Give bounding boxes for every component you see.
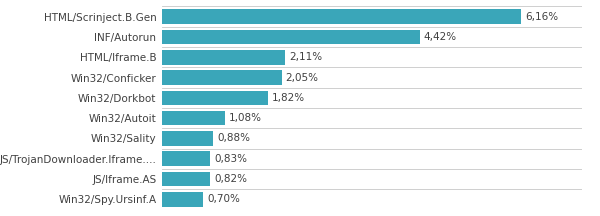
Text: 0,88%: 0,88% — [217, 133, 250, 143]
Bar — [162, 192, 203, 207]
Text: 0,82%: 0,82% — [214, 174, 247, 184]
Bar — [162, 151, 211, 166]
Text: 0,70%: 0,70% — [207, 194, 240, 204]
Bar — [162, 30, 420, 44]
Bar — [162, 111, 225, 125]
Bar — [162, 172, 210, 186]
Bar — [162, 9, 521, 24]
Text: 0,83%: 0,83% — [215, 154, 248, 164]
Bar — [162, 50, 285, 65]
Text: 1,08%: 1,08% — [229, 113, 262, 123]
Text: 2,05%: 2,05% — [286, 73, 319, 83]
Text: 4,42%: 4,42% — [424, 32, 457, 42]
Text: 1,82%: 1,82% — [272, 93, 305, 103]
Text: 6,16%: 6,16% — [526, 12, 559, 22]
Bar — [162, 91, 268, 105]
Text: 2,11%: 2,11% — [289, 52, 322, 62]
Bar — [162, 70, 281, 85]
Bar — [162, 131, 214, 146]
